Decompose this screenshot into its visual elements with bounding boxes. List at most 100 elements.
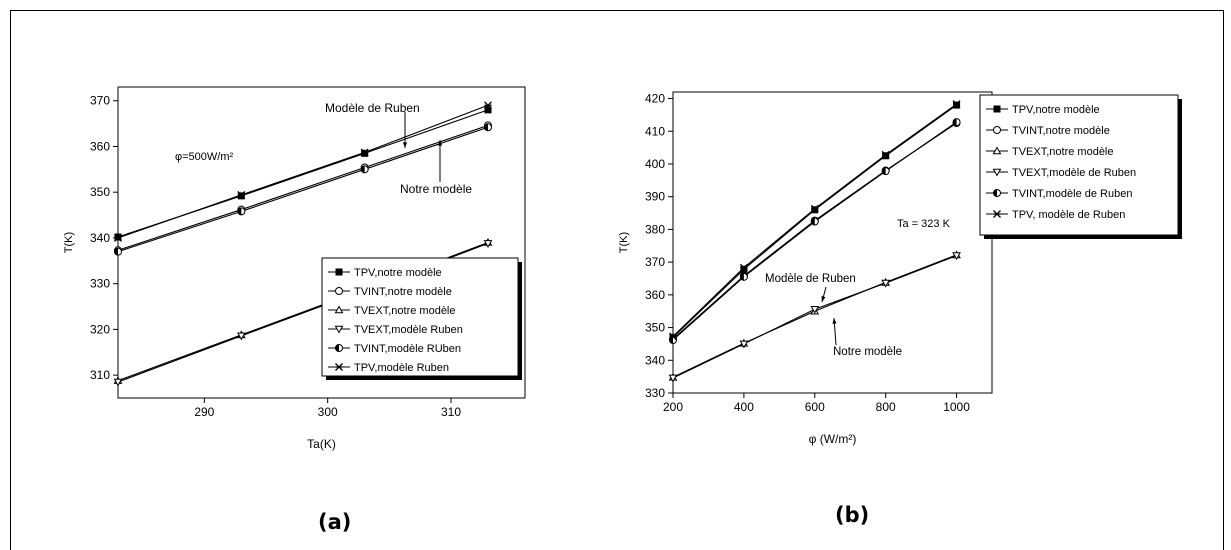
chart1-series-6-point	[237, 190, 246, 199]
chart2-annotation-1: Ta = 323 K	[897, 218, 951, 230]
chart2-y-tick-label: 380	[645, 222, 665, 236]
chart1-annotation-2: Modèle de Ruben	[325, 101, 420, 115]
chart2-series-6-point	[810, 204, 819, 213]
chart2-legend-marker-1	[993, 105, 1001, 113]
chart2-annotation-arrowhead-3	[832, 318, 837, 324]
chart1-series-line-5	[117, 126, 489, 253]
chart2-series-5-point	[881, 167, 890, 176]
chart2-y-tick-label: 350	[645, 321, 665, 335]
chart1-legend-marker-6	[335, 363, 343, 371]
chart2-series-1-point	[882, 152, 890, 160]
chart2-y-tick-label: 410	[645, 124, 665, 138]
chart1-series-6-point	[114, 233, 122, 242]
chart2-legend-marker-4	[992, 168, 1002, 177]
chart2-legend-entry-3: TVEXT,notre modèle	[1012, 146, 1114, 158]
chart1-series-1-point	[484, 106, 492, 114]
chart2-legend-entry-4: TVEXT,modèle de Ruben	[1012, 167, 1136, 179]
chart1-annotation-arrowhead-2	[402, 142, 408, 148]
chart1-y-tick-label: 350	[90, 185, 110, 199]
chart2-x-tick-label: 1000	[943, 400, 970, 414]
chart2-legend-entry-1: TPV,notre modèle	[1012, 104, 1100, 116]
chart2-annotation-3: Notre modèle	[833, 346, 902, 358]
chart2-y-tick-label: 400	[645, 157, 665, 171]
figure-frame	[10, 10, 1224, 550]
chart2-legend-marker-3	[992, 146, 1002, 155]
chart1-legend-marker-5	[335, 344, 343, 352]
chart1-legend-marker-2	[335, 287, 343, 295]
chart2-series-6-point	[739, 263, 748, 272]
chart2-annotation-arrowhead-2	[821, 296, 826, 302]
chart1-y-tick-label: 340	[90, 231, 110, 245]
chart2-y-tick-label: 420	[645, 92, 665, 106]
figure-canvas: 290 300 310 310 320 330 340 350 360 370 Ta(K) T(K) φ…	[63, 86, 1182, 451]
chart2-x-axis-label: φ (W/m²)	[809, 432, 857, 446]
chart2-series-4-point	[810, 305, 820, 314]
chart2-y-tick-label: 340	[645, 353, 665, 367]
chart1-annotation-1: φ=500W/m²	[175, 151, 234, 163]
chart2-y-tick-label: 390	[645, 190, 665, 204]
chart2-legend-entry-6: TPV, modèle de Ruben	[1012, 209, 1125, 221]
chart1-x-tick-label: 310	[441, 405, 461, 419]
chart1-series-4-point	[113, 378, 123, 387]
chart2-series-5-point	[952, 118, 961, 127]
chart1-series-5-point	[360, 165, 369, 174]
chart1-y-tick-label: 310	[90, 368, 110, 382]
chart2-y-tick-label: 370	[645, 255, 665, 269]
chart1-legend-marker-3	[334, 305, 344, 314]
chart1-series-6-point	[484, 101, 492, 110]
chart1-series-4-point	[483, 240, 493, 248]
chart1-legend-box	[321, 257, 519, 377]
chart2-annotation-2: Modèle de Ruben	[765, 273, 856, 285]
chart2-legend-marker-2	[993, 126, 1001, 134]
chart1-x-tick-label: 290	[194, 405, 214, 419]
chart1-legend-marker-1	[335, 268, 343, 276]
chart2-series-5-point	[810, 217, 819, 226]
chart1-annotation-arrowhead-3	[437, 140, 443, 146]
chart2-axes-frame	[672, 91, 993, 394]
chart2-legend-marker-5	[993, 189, 1001, 197]
chart1-x-axis-label: Ta(K)	[307, 437, 336, 451]
chart1-legend-entry-1: TPV,notre modèle	[354, 267, 442, 279]
chart2-series-6-point	[952, 100, 961, 109]
chart1-legend-entry-4: TVEXT,modèle Ruben	[354, 324, 463, 336]
panel-label-b: (b)	[835, 503, 870, 527]
chart1-legend-entry-6: TPV,modèle Ruben	[354, 362, 449, 374]
chart1-series-5-point	[484, 123, 492, 132]
chart1-series-line-2	[117, 124, 489, 251]
chart1-legend-entry-5: TVINT,modèle RUben	[354, 343, 461, 355]
chart2-series-4-point	[881, 279, 891, 288]
chart2-y-tick-label: 330	[645, 386, 665, 400]
chart1-y-axis-label: T(K)	[63, 232, 75, 253]
chart1-legend-marker-4	[334, 325, 344, 334]
chart1-series-5-point	[237, 207, 246, 216]
chart2-series-5-point	[669, 335, 677, 344]
chart2-x-tick-label: 200	[663, 400, 683, 414]
chart2-series-4-point	[739, 340, 749, 349]
chart1-y-tick-label: 320	[90, 322, 110, 336]
chart1-axes-frame	[117, 86, 526, 399]
chart2-series-1-point	[740, 265, 748, 273]
chart2-legend-entry-5: TVINT,modèle de Ruben	[1012, 188, 1132, 200]
chart2-series-1-point	[953, 101, 961, 109]
chart2-series-1-point	[811, 206, 819, 214]
chart1-annotation-3: Notre modèle	[400, 182, 472, 196]
chart1-series-4-point	[236, 332, 246, 341]
chart1-x-tick-label: 300	[318, 405, 338, 419]
chart2-y-axis-label: T(K)	[618, 232, 630, 253]
chart2-legend-entry-2: TVINT,notre modèle	[1012, 125, 1110, 137]
chart2-y-tick-label: 360	[645, 288, 665, 302]
panel-label-a: (a)	[318, 510, 352, 534]
chart1-series-6-point	[360, 148, 369, 157]
chart1-y-tick-label: 330	[90, 277, 110, 291]
chart2-legend-marker-6	[993, 210, 1001, 218]
chart2-series-4-point	[668, 374, 678, 383]
chart1-y-tick-label: 370	[90, 94, 110, 108]
chart2-x-tick-label: 800	[876, 400, 896, 414]
chart1-y-tick-label: 360	[90, 139, 110, 153]
chart2-series-6-point	[881, 150, 890, 159]
chart1-series-line-6	[117, 104, 489, 239]
chart2-x-tick-label: 400	[734, 400, 754, 414]
chart2-series-5-point	[739, 272, 748, 281]
chart1-legend-entry-3: TVEXT,notre modèle	[354, 305, 456, 317]
chart1-series-5-point	[114, 247, 122, 256]
